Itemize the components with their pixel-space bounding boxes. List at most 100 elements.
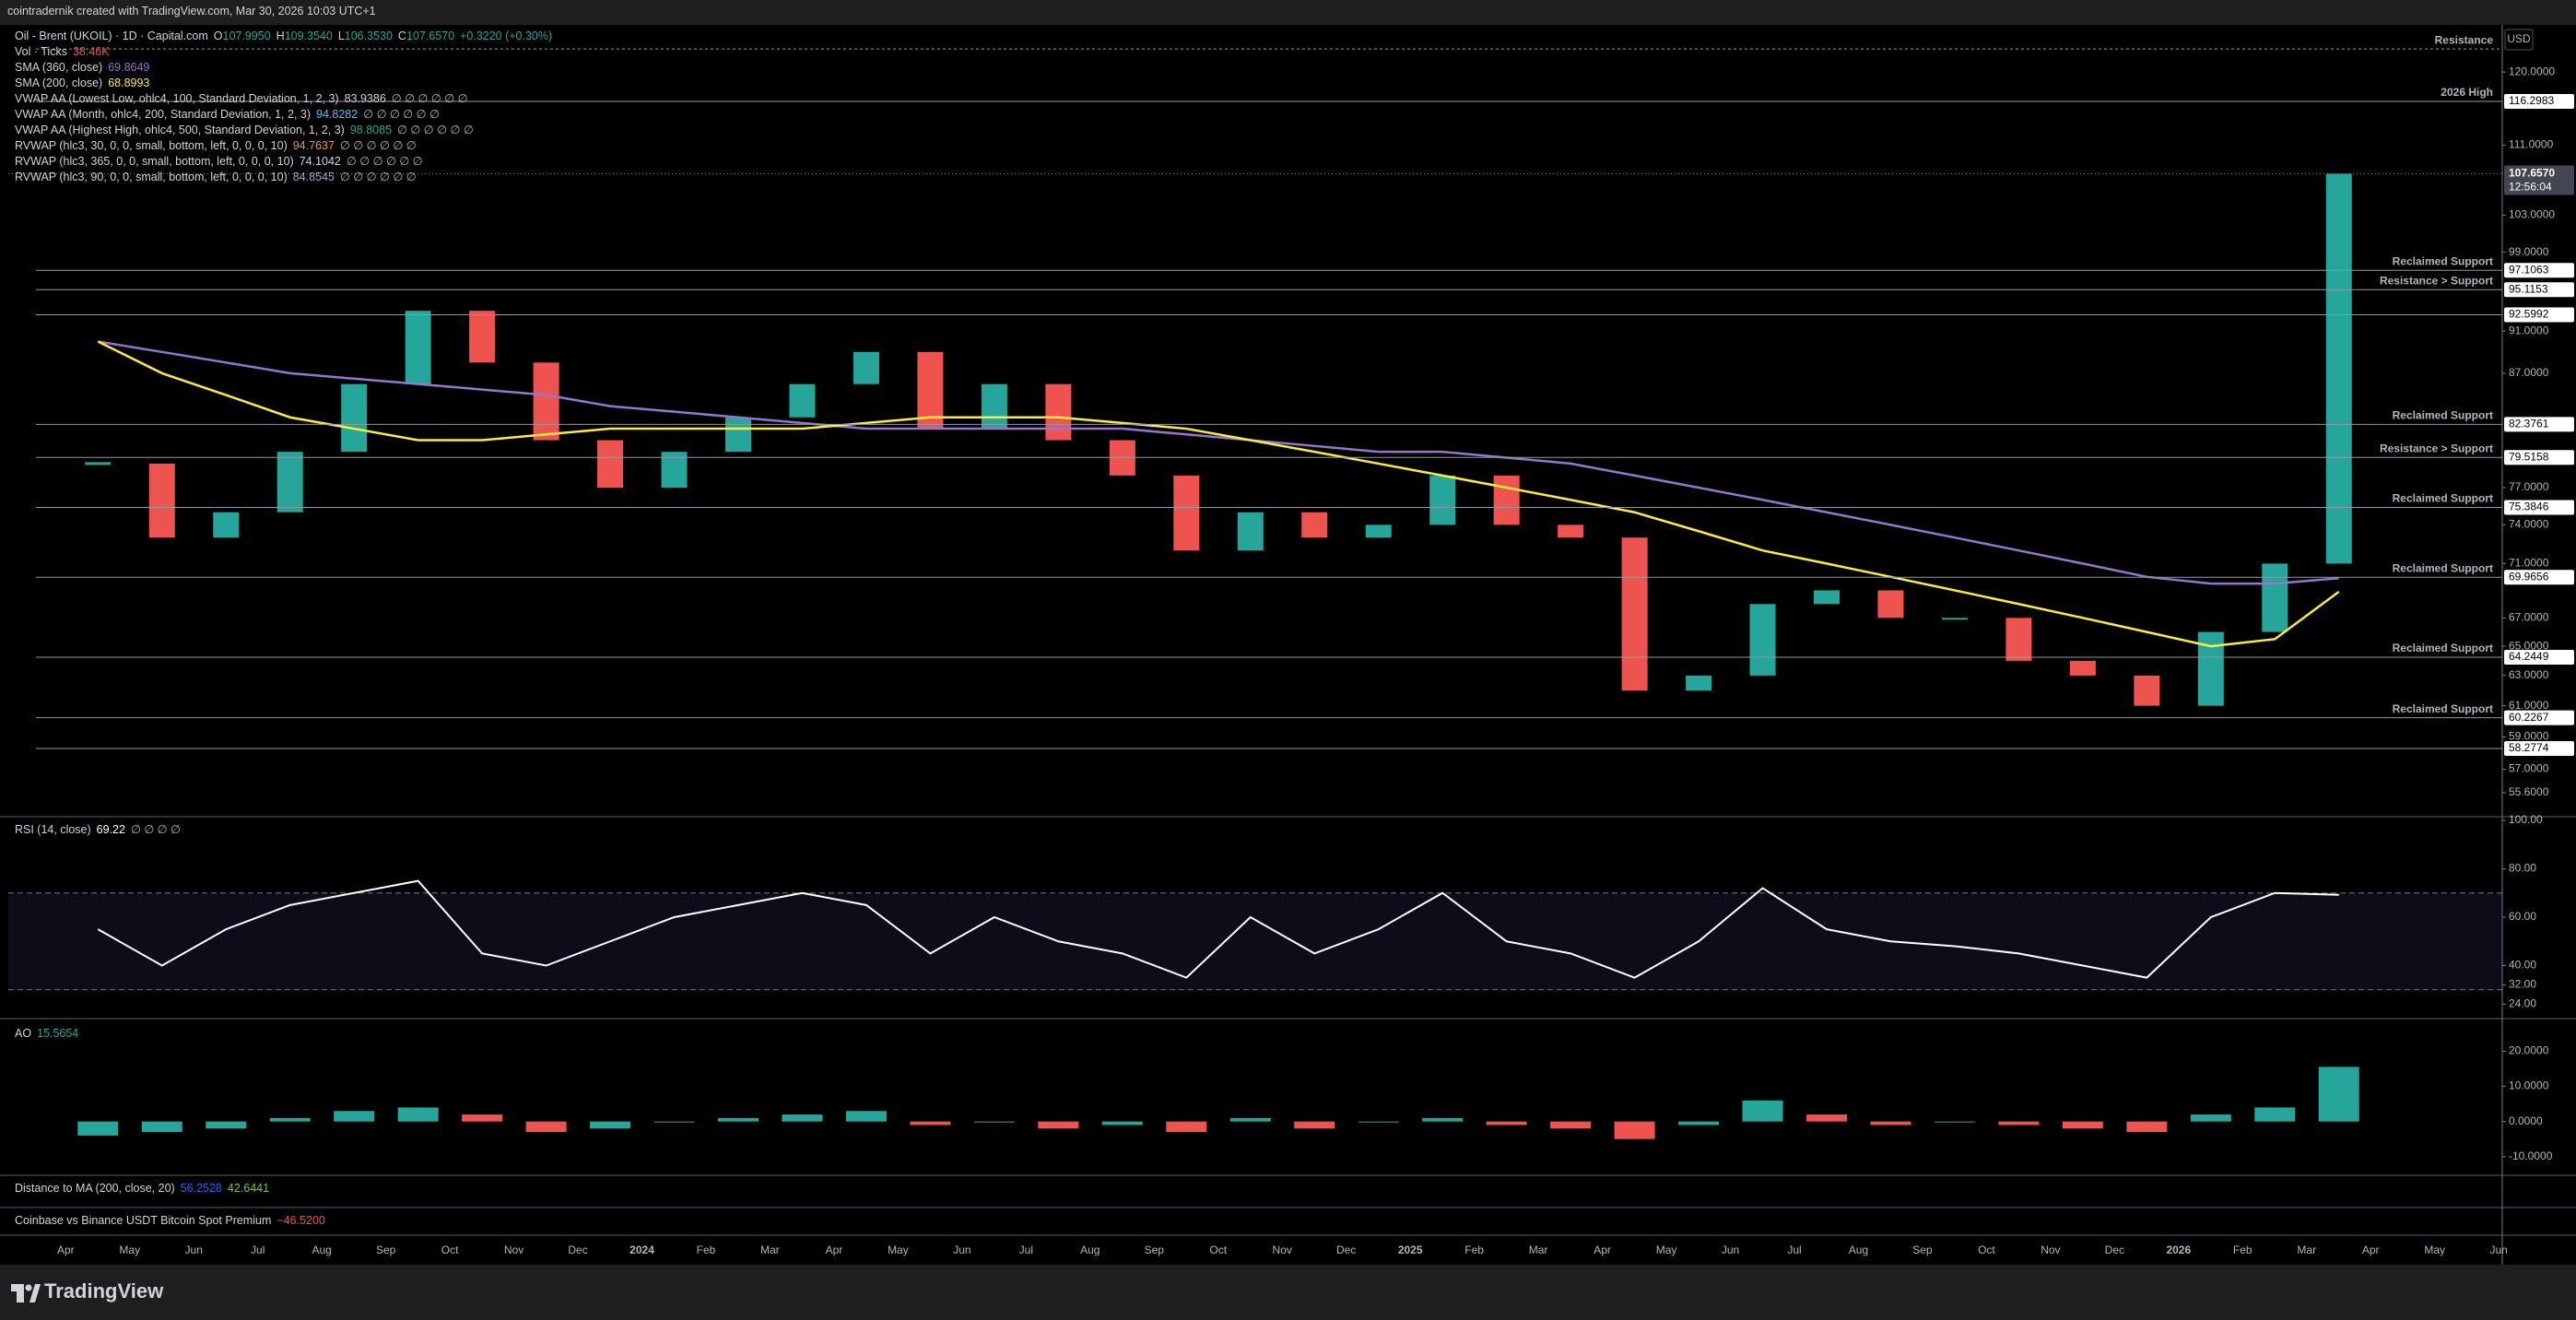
ao-bar [590, 1121, 631, 1129]
x-tick-label: Jun [2489, 1243, 2507, 1256]
ao-legend: AO 15.5654 [15, 1026, 84, 1042]
premium-legend: Coinbase vs Binance USDT Bitcoin Spot Pr… [15, 1213, 331, 1229]
indicator-value: 98.8085 [349, 124, 393, 136]
y-tick-label: 77.0000 [2509, 480, 2549, 493]
indicator-extras: ∅ ∅ ∅ ∅ ∅ ∅ [363, 108, 440, 121]
price-tag: 97.1063 [2509, 263, 2549, 276]
indicator-name: RVWAP (hlc3, 30, 0, 0, small, bottom, le… [15, 139, 288, 152]
x-tick-label: Apr [826, 1243, 843, 1256]
candle [2134, 675, 2160, 706]
indicator-name: SMA (200, close) [15, 77, 103, 89]
indicator-extras: ∅ ∅ ∅ ∅ ∅ ∅ [397, 124, 474, 136]
level-label: Reclaimed Support [2393, 561, 2493, 574]
last-price-bg [2504, 165, 2574, 195]
indicator-name: Vol · Ticks [15, 45, 67, 58]
ao-bar [653, 1121, 695, 1123]
y-tick-label: 0.0000 [2509, 1114, 2543, 1127]
ao-bar [206, 1121, 247, 1129]
symbol: Oil - Brent (UKOIL) · 1D · Capital.com [15, 29, 208, 42]
y-tick-label: 100.00 [2509, 813, 2543, 826]
x-tick-label: Dec [2105, 1243, 2124, 1256]
y-tick-label: 99.0000 [2509, 245, 2549, 258]
ohlc-key: H [276, 29, 285, 42]
y-tick-label: 63.0000 [2509, 668, 2549, 681]
indicator-value: 74.1042 [299, 155, 341, 168]
indicator-value: 69.22 [96, 823, 125, 836]
price-tag: 58.2774 [2509, 741, 2549, 754]
y-tick-label: 40.00 [2509, 959, 2536, 972]
ao-bar [1678, 1121, 1720, 1126]
x-tick-label: Jun [953, 1243, 970, 1256]
x-tick-label: May [2424, 1243, 2445, 1256]
y-tick-label: 74.0000 [2509, 518, 2549, 531]
ao-bar [1486, 1121, 1527, 1126]
candle [981, 383, 1007, 430]
rsi-band [8, 892, 2502, 990]
legend: Oil - Brent (UKOIL) · 1D · Capital.com O1… [15, 29, 558, 185]
price-tag: 64.2449 [2509, 650, 2549, 663]
x-tick-label: Feb [697, 1243, 716, 1256]
price-tag-bg [2504, 282, 2574, 298]
indicator-extras: ∅ ∅ ∅ ∅ ∅ ∅ [391, 92, 468, 105]
last-price: 107.6570 [2509, 167, 2555, 180]
level-label: Reclaimed Support [2393, 492, 2493, 505]
ao-bar [2318, 1067, 2359, 1122]
legend-row: RVWAP (hlc3, 365, 0, 0, small, bottom, l… [15, 154, 558, 170]
x-tick-label: Aug [1080, 1243, 1100, 1256]
x-tick-label: May [1656, 1243, 1677, 1256]
legend-row: RVWAP (hlc3, 90, 0, 0, small, bottom, le… [15, 170, 558, 185]
ohlc-value: 107.9950 [222, 29, 271, 42]
rsi-line [97, 879, 2339, 979]
indicator-name: RVWAP (hlc3, 90, 0, 0, small, bottom, le… [15, 171, 288, 183]
ao-bar [910, 1121, 951, 1126]
price-tag-bg [2504, 741, 2574, 757]
level-label: Reclaimed Support [2393, 642, 2493, 654]
price-tag-bg [2504, 263, 2574, 278]
candle [2197, 631, 2224, 706]
y-tick-label: 87.0000 [2509, 366, 2549, 379]
legend-row: VWAP AA (Month, ohlc4, 200, Standard Dev… [15, 107, 558, 123]
x-tick-label: Jul [251, 1243, 265, 1256]
y-tick-label: 24.00 [2509, 997, 2536, 1010]
x-tick-label: Aug [1849, 1243, 1868, 1256]
ma-line [97, 340, 2340, 648]
ao-bar [2254, 1107, 2296, 1122]
x-tick-label: Nov [2041, 1243, 2060, 1256]
candle [1941, 618, 1968, 620]
price-tag-bg [2504, 94, 2574, 110]
brand: TradingView [44, 1279, 164, 1302]
ao-bar [1806, 1114, 1847, 1122]
indicator-value: −46.5200 [276, 1214, 325, 1227]
indicator-name: Coinbase vs Binance USDT Bitcoin Spot Pr… [15, 1214, 272, 1227]
ao-bar [1101, 1121, 1143, 1126]
y-tick-label: 20.0000 [2509, 1044, 2549, 1057]
indicator-value: 42.6441 [227, 1182, 270, 1195]
y-tick-label: 61.0000 [2509, 699, 2549, 712]
level-label: Reclaimed Support [2393, 702, 2493, 715]
ao-bar [782, 1114, 823, 1122]
legend-row: RVWAP (hlc3, 30, 0, 0, small, bottom, le… [15, 138, 558, 154]
level-label: Resistance [2435, 33, 2494, 46]
y-tick-label: 91.0000 [2509, 324, 2549, 336]
ohlc-value: 106.3530 [344, 29, 393, 42]
rsi-legend: RSI (14, close) 69.22 ∅ ∅ ∅ ∅ [15, 822, 186, 838]
ao-bar [1614, 1121, 1655, 1139]
ao-bar [1550, 1121, 1592, 1129]
ao-bar [1422, 1117, 1464, 1122]
indicator-value: 56.2528 [180, 1182, 222, 1195]
price-tag: 79.5158 [2509, 450, 2549, 463]
level-label: Resistance > Support [2380, 274, 2493, 287]
x-tick-label: Feb [1464, 1243, 1484, 1256]
indicator-value: 15.5654 [37, 1027, 79, 1040]
candle [1621, 537, 1648, 691]
indicator-value: 94.8282 [316, 108, 359, 121]
x-tick-label: May [888, 1243, 909, 1256]
candle [1558, 524, 1584, 538]
candle [148, 463, 175, 538]
ohlc-key: C [397, 29, 406, 42]
ao-bar [1294, 1121, 1335, 1129]
candle [1686, 675, 1712, 691]
price-tag-bg [2504, 570, 2574, 585]
legend-row: VWAP AA (Lowest Low, ohlc4, 100, Standar… [15, 91, 558, 107]
